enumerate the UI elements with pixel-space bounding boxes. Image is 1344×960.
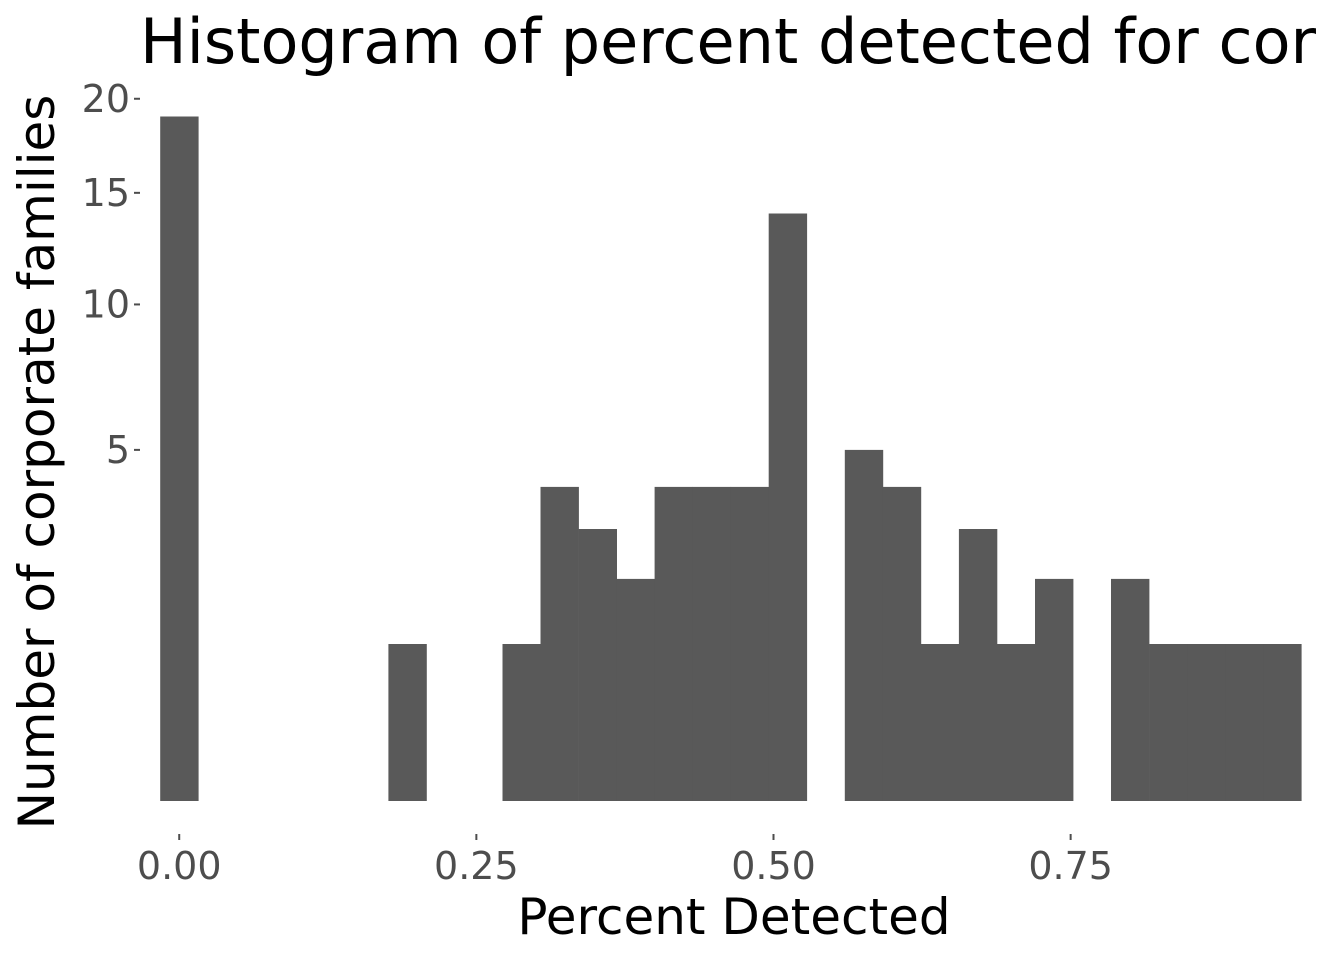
histogram-bar [1111, 578, 1150, 801]
y-axis: 5 10 15 20 [82, 77, 140, 472]
histogram-bar [692, 486, 732, 801]
y-tick-label: 20 [82, 77, 130, 121]
histogram-bar [388, 644, 427, 801]
histogram-bar [1149, 644, 1188, 801]
chart-title: Histogram of percent detected for cor [140, 5, 1317, 78]
histogram-bar [730, 486, 770, 801]
histogram-bar [578, 529, 617, 801]
histogram-bar [540, 486, 579, 801]
histogram-bar [1263, 644, 1302, 801]
x-tick-label: 0.50 [731, 844, 816, 888]
y-tick-label: 15 [82, 171, 130, 215]
histogram-bar [1225, 644, 1264, 801]
x-axis: 0.00 0.25 0.50 0.75 [137, 834, 1113, 888]
x-tick-label: 0.75 [1028, 844, 1113, 888]
x-tick-label: 0.00 [137, 844, 222, 888]
y-tick-label: 10 [82, 282, 130, 326]
histogram-bar [160, 116, 199, 801]
histogram-bar [616, 578, 655, 801]
bars-layer [160, 116, 1302, 801]
y-axis-label: Number of corporate families [8, 95, 66, 830]
y-tick-label: 5 [106, 428, 130, 472]
x-axis-label: Percent Detected [517, 888, 950, 946]
histogram-bar [844, 449, 884, 801]
histogram-bar [1187, 644, 1226, 801]
histogram-bar [768, 213, 808, 801]
histogram-bar [1035, 578, 1074, 801]
histogram-bar [958, 529, 998, 801]
histogram-bar [996, 644, 1036, 801]
histogram-bar [882, 486, 922, 801]
histogram-bar [920, 644, 960, 801]
histogram-bar [654, 486, 693, 801]
x-tick-label: 0.25 [434, 844, 519, 888]
histogram-bar [502, 644, 541, 801]
